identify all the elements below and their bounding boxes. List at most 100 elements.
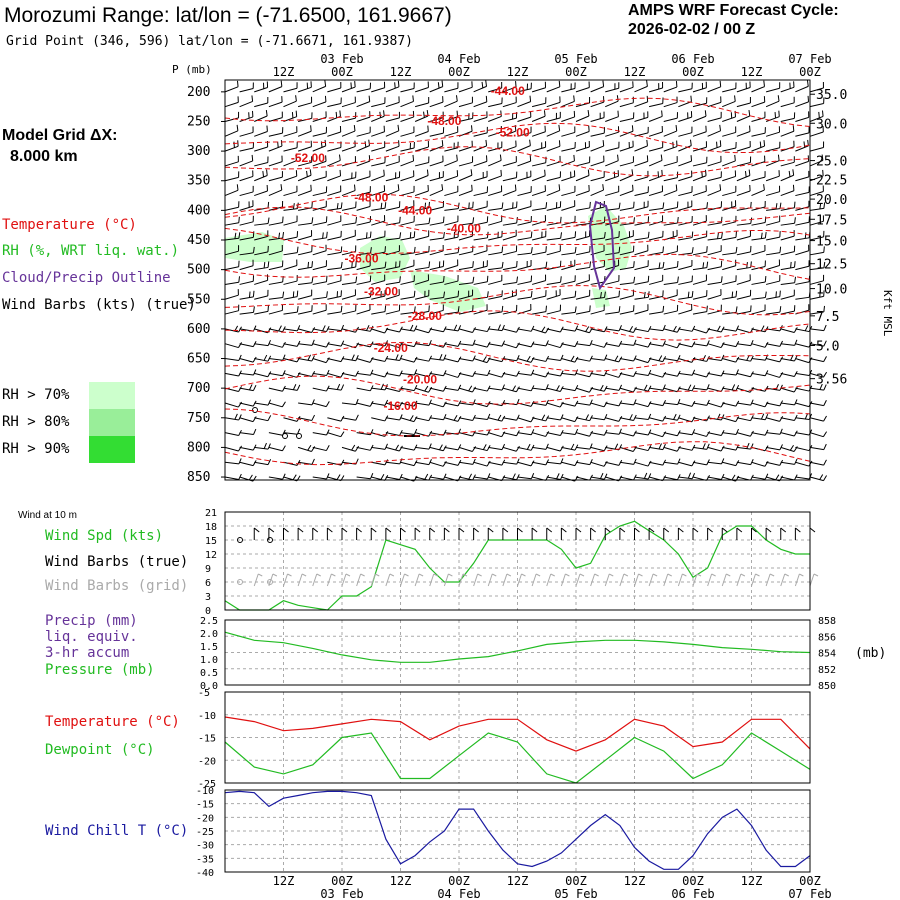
- wind-barb: [488, 230, 503, 241]
- wind-barb-10m: [414, 527, 421, 540]
- wind-barb: [415, 371, 433, 378]
- time-tick-label-bottom: 12Z: [390, 874, 412, 888]
- wind-barb: [809, 290, 825, 300]
- wind-barb: [312, 200, 327, 211]
- wind-barb: [297, 327, 316, 333]
- wind-barb: [795, 95, 810, 108]
- wind-barb: [531, 141, 547, 152]
- wind-barb: [663, 325, 681, 333]
- date-label-top: 03 Feb: [320, 52, 363, 66]
- wind-barb-10m: [663, 527, 670, 540]
- wind-barb: [707, 458, 725, 465]
- wind-barb: [619, 96, 634, 108]
- wind-barb: [809, 154, 824, 167]
- wind-barb: [283, 340, 301, 347]
- wind-barb: [517, 95, 532, 108]
- grid-point-info: Grid Point (346, 596) lat/lon = (-71.667…: [6, 34, 413, 49]
- wind-barb: [751, 473, 769, 480]
- wind-barb: [312, 186, 328, 197]
- wind-barb: [678, 291, 694, 300]
- pressure-tick-label: 350: [187, 174, 210, 189]
- wind-barb: [517, 291, 533, 300]
- wind-barb: [809, 246, 825, 256]
- wind-barb: [809, 261, 826, 271]
- temperature-contour: [224, 285, 811, 316]
- wind-barb: [414, 385, 433, 393]
- wind-barb: [649, 324, 666, 332]
- wind-barb: [605, 215, 620, 226]
- wind-barb: [312, 291, 328, 300]
- wind-barb: [473, 200, 488, 211]
- calm-wind-circle-grid: [237, 579, 243, 585]
- wind-barb: [341, 184, 356, 197]
- wind-barb: [722, 325, 740, 332]
- wind-barb-10m: [429, 527, 436, 540]
- wind-barb: [473, 126, 488, 137]
- wind-barb: [809, 415, 827, 422]
- wind-barb: [634, 244, 649, 256]
- wind-barb: [531, 110, 546, 122]
- wind-barb-grid-10m: [385, 573, 395, 587]
- wind-barb: [546, 124, 561, 137]
- wind-barb: [356, 126, 371, 137]
- wind-barb: [298, 245, 313, 256]
- wind-barb: [385, 124, 400, 137]
- wind-barb: [707, 276, 723, 285]
- wind-barb: [678, 186, 693, 197]
- wind-barb: [809, 356, 827, 363]
- wind-barb-grid-10m: [780, 573, 789, 587]
- wind-barb-grid-10m: [400, 573, 409, 587]
- wind-barb: [371, 290, 386, 300]
- wind-barb: [356, 400, 374, 407]
- date-label-bottom: 04 Feb: [437, 887, 480, 900]
- wind-barb: [678, 200, 693, 211]
- wind-barb: [502, 414, 520, 421]
- wind-barb: [414, 125, 429, 137]
- temperature-contour-label: -36.00: [344, 252, 378, 266]
- wind-barb: [473, 369, 491, 377]
- wind-barb: [371, 110, 385, 122]
- kft-tick-label: 20.0: [816, 193, 847, 208]
- wind-barb: [575, 386, 594, 393]
- wind-barb: [590, 460, 608, 467]
- wind-barb: [780, 430, 798, 437]
- wind-barb: [283, 170, 298, 182]
- wind-barb: [283, 290, 299, 300]
- wind-barb: [634, 472, 652, 480]
- wind-barb-grid-10m: [487, 573, 497, 587]
- wind-barb: [531, 274, 547, 285]
- date-label-bottom: 06 Feb: [671, 887, 714, 900]
- wind-barb: [385, 80, 400, 93]
- wind-barb: [736, 156, 752, 167]
- time-tick-label-bottom: 00Z: [682, 874, 704, 888]
- wind-barb: [400, 415, 418, 423]
- wind-speed-tick-label: 21: [205, 508, 217, 519]
- wind-barb: [517, 416, 535, 423]
- wind-barb-10m: [531, 527, 538, 540]
- wind-barb: [722, 356, 740, 363]
- wind-barb-10m: [400, 527, 406, 540]
- wind-barb: [765, 110, 780, 122]
- wind-barb: [722, 82, 737, 93]
- wind-barb-grid-10m: [634, 573, 643, 587]
- wind-barb: [619, 474, 637, 481]
- wind-barb-grid-10m: [341, 573, 351, 587]
- wind-barb: [795, 291, 811, 300]
- wind-barb: [707, 429, 725, 436]
- wind-barb: [561, 82, 576, 93]
- wind-barb: [605, 82, 620, 93]
- wind-barb-10m: [590, 527, 596, 540]
- wind-barb: [239, 444, 257, 451]
- wind-barb: [707, 342, 725, 349]
- wind-barb: [751, 80, 765, 93]
- wind-barb: [546, 414, 564, 421]
- wind-barb: [341, 112, 357, 122]
- wind-barb: [444, 444, 462, 451]
- wind-barb: [575, 399, 593, 406]
- wind-barb: [385, 260, 401, 271]
- wind-barb: [692, 215, 707, 226]
- calm-wind-circle: [252, 407, 258, 413]
- wind-barb: [766, 340, 783, 347]
- temperature-contour-label: -20.00: [403, 372, 437, 386]
- wind-barb: [736, 125, 751, 137]
